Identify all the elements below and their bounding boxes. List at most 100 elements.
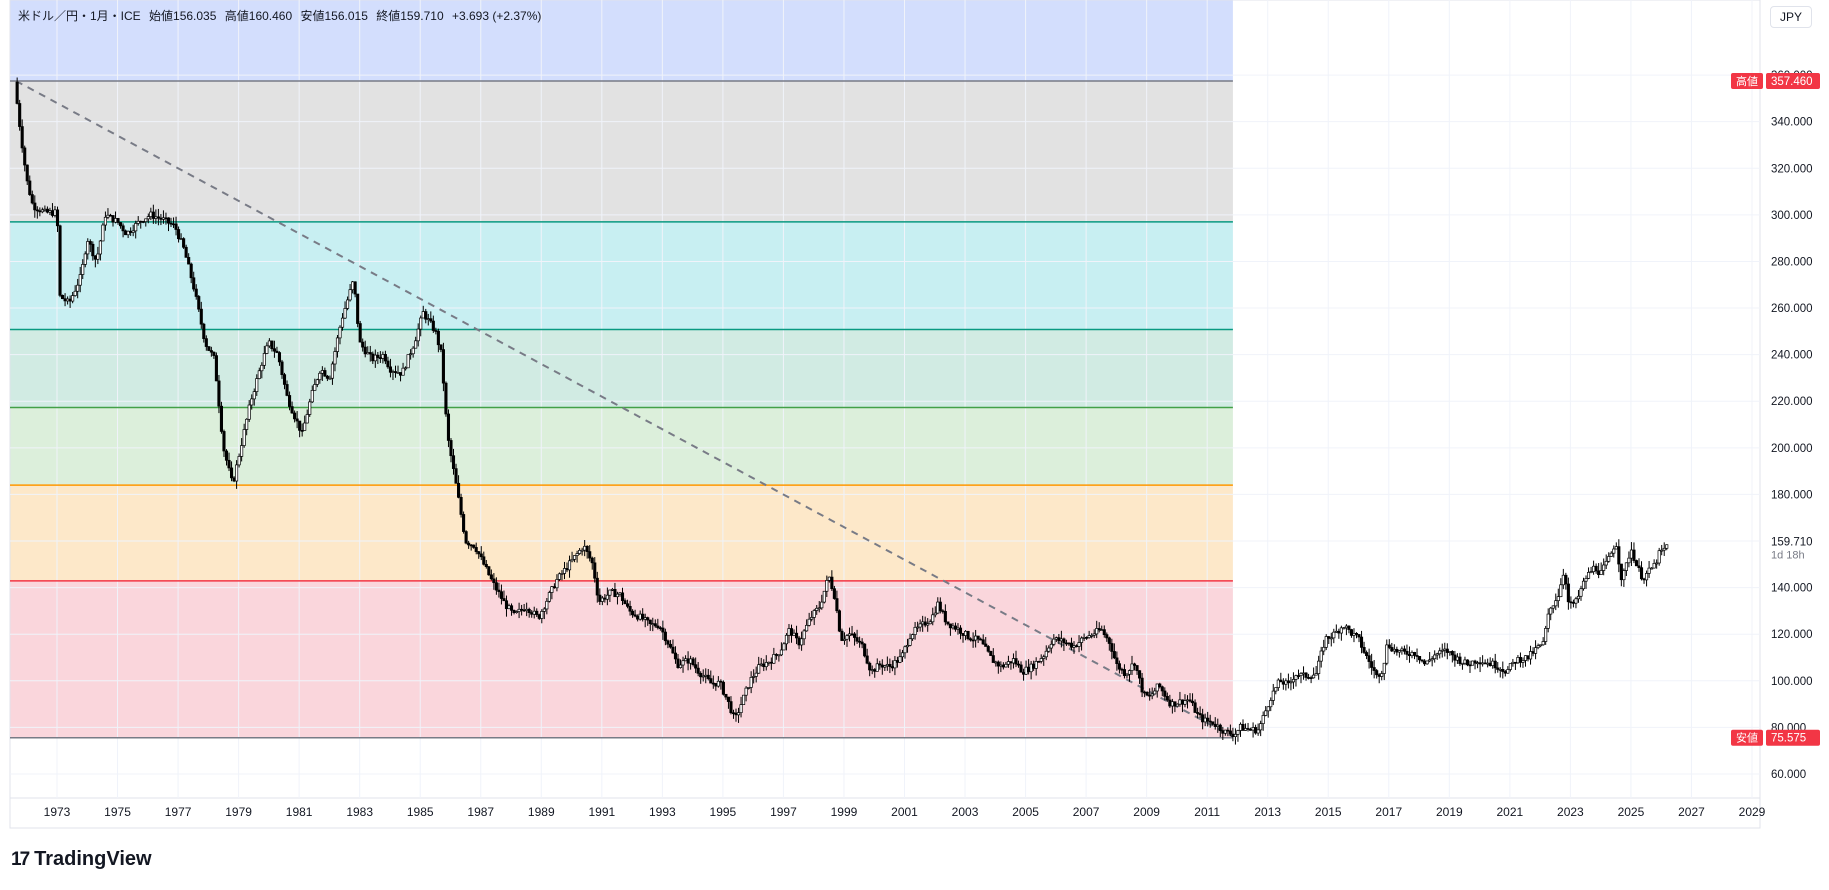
- candle-body: [383, 354, 387, 362]
- candle-body: [1251, 727, 1255, 731]
- time-tick-label: 1975: [104, 805, 131, 819]
- price-tick-label: 260.000: [1771, 303, 1813, 315]
- candle-body: [820, 601, 824, 609]
- candle-body: [835, 598, 839, 612]
- time-tick-label: 1977: [165, 805, 192, 819]
- candle-body: [462, 514, 466, 532]
- candle-body: [204, 338, 208, 347]
- fib-band-top: [10, 0, 1233, 81]
- candle-body: [671, 646, 675, 654]
- candle-body: [275, 350, 279, 353]
- price-axis[interactable]: 60.00080.000100.000120.000140.000160.000…: [1771, 70, 1813, 781]
- candle-body: [313, 384, 317, 391]
- candle-body: [709, 678, 713, 684]
- candle-body: [1390, 647, 1394, 652]
- candle-body: [320, 370, 324, 374]
- high-marker-value: 357.460: [1771, 76, 1813, 88]
- candle-body: [777, 654, 781, 657]
- candle-body: [386, 360, 390, 368]
- candle-body: [179, 238, 183, 240]
- candle-body: [285, 384, 289, 396]
- candle-body: [1158, 683, 1162, 688]
- candle-body: [363, 346, 367, 355]
- candle-body: [1307, 677, 1311, 679]
- candle-body: [121, 225, 125, 232]
- candle-body: [885, 664, 889, 667]
- candle-body: [1493, 660, 1497, 669]
- candle-body: [1269, 700, 1273, 708]
- symbol-title[interactable]: 米ドル／円・1月・ICE: [18, 9, 141, 23]
- candle-body: [81, 264, 85, 275]
- candle-body: [827, 576, 831, 581]
- candle-body: [1279, 679, 1283, 683]
- candle-body: [1057, 637, 1061, 642]
- candle-body: [250, 398, 254, 406]
- candle-body: [1183, 700, 1187, 705]
- candle-body: [540, 611, 544, 619]
- candle-body: [1014, 658, 1018, 665]
- candle-body: [684, 658, 688, 662]
- candle-body: [1327, 636, 1331, 639]
- candle-body: [895, 660, 899, 663]
- candle-body: [1193, 702, 1197, 713]
- candle-body: [890, 666, 894, 669]
- candle-body: [489, 574, 493, 580]
- candle-body: [1135, 665, 1139, 671]
- candle-body: [424, 311, 428, 320]
- candle-body: [361, 341, 365, 348]
- candle-body: [1486, 662, 1490, 665]
- candle-body: [1261, 715, 1265, 724]
- candle-body: [1604, 560, 1608, 566]
- candle-body: [1476, 662, 1480, 665]
- candle-body: [958, 627, 963, 634]
- candle-body: [1594, 565, 1598, 572]
- fib-band: [10, 81, 1233, 222]
- candle-body: [252, 391, 256, 400]
- tradingview-logo[interactable]: 17 TradingView: [11, 848, 152, 871]
- candle-body: [53, 209, 57, 216]
- time-tick-label: 1993: [649, 805, 676, 819]
- candle-body: [1077, 642, 1081, 647]
- candle-body: [1526, 655, 1530, 660]
- candle-body: [1539, 644, 1543, 647]
- candle-body: [900, 652, 905, 658]
- candle-body: [144, 218, 148, 223]
- candle-body: [545, 600, 549, 610]
- candle-body: [1359, 636, 1364, 648]
- candle-body: [1597, 570, 1601, 576]
- candle-body: [1372, 667, 1376, 671]
- candle-body: [1097, 628, 1101, 631]
- candle-body: [1198, 713, 1202, 716]
- currency-button[interactable]: JPY: [1769, 6, 1812, 28]
- candle-body: [981, 639, 985, 645]
- candle-body: [338, 326, 342, 339]
- candle-body: [60, 294, 65, 300]
- candle-body: [71, 295, 75, 302]
- trendline[interactable]: [15, 80, 1234, 738]
- candle-body: [1173, 701, 1177, 707]
- candle-body: [1100, 629, 1104, 631]
- candle-body: [1483, 662, 1487, 665]
- candle-body: [966, 630, 970, 640]
- dashed-trendline[interactable]: [15, 80, 1234, 738]
- fib-retracement-lines[interactable]: [10, 80, 1233, 739]
- candle-body: [984, 643, 988, 647]
- candle-body: [721, 681, 725, 695]
- candle-body: [1370, 661, 1374, 668]
- time-tick-label: 2013: [1254, 805, 1281, 819]
- candle-body: [1107, 637, 1111, 644]
- candle-body: [431, 320, 435, 331]
- time-axis[interactable]: 1973 1975 1977 1979 1981 1983 1985 1987 1989 1991…: [44, 805, 1766, 819]
- time-tick-label: 2029: [1739, 805, 1766, 819]
- candle-body: [1387, 644, 1391, 648]
- candle-body: [903, 646, 907, 654]
- candle-body: [863, 643, 867, 657]
- candle-body: [986, 646, 990, 652]
- candle-body: [1571, 602, 1575, 604]
- candle-body: [759, 663, 763, 666]
- candle-body: [502, 598, 506, 602]
- low-value: 安値156.015: [300, 9, 368, 23]
- candle-body: [623, 600, 627, 605]
